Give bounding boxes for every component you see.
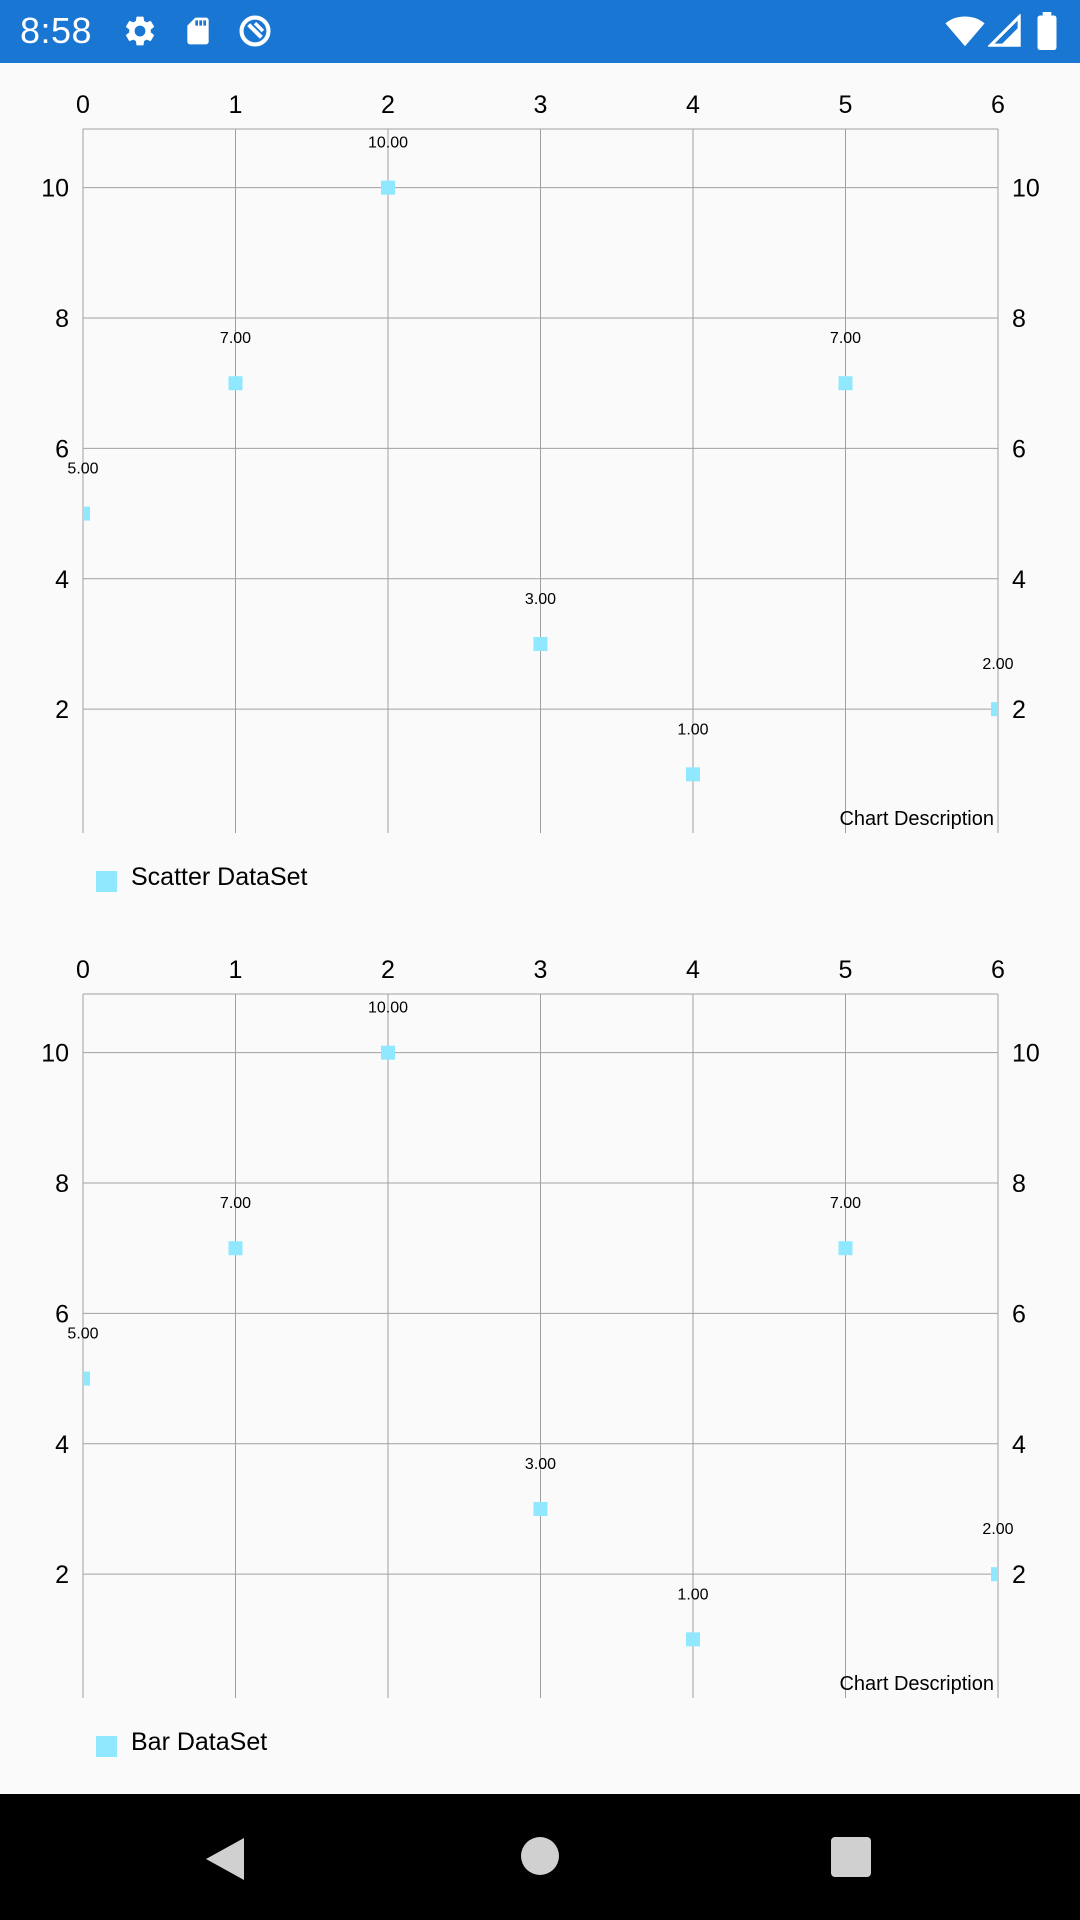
x-tick-label: 2 xyxy=(381,956,395,984)
x-tick-label: 6 xyxy=(991,956,1005,984)
y-tick-label-left: 8 xyxy=(55,1170,69,1198)
data-value-label: 7.00 xyxy=(830,330,861,347)
data-value-label: 3.00 xyxy=(525,591,556,608)
y-tick-label-left: 6 xyxy=(55,435,69,463)
back-button[interactable] xyxy=(200,1834,250,1884)
legend-swatch xyxy=(96,1736,117,1757)
scatter-chart-2: 0 1 2 3 4 5 6 2 2 4 4 6 6 8 8 10 10 5.00 7.00 10.00 3.00 1.00… xyxy=(0,928,1080,1788)
home-button[interactable] xyxy=(518,1834,562,1878)
legend-swatch xyxy=(96,871,117,892)
data-value-label: 7.00 xyxy=(220,1195,251,1212)
chart-plot-1[interactable]: 0 1 2 3 4 5 6 2 2 4 4 6 6 8 8 10 10 5.00 7.00 10.00 3.00 1.00… xyxy=(0,63,1080,853)
data-value-label: 2.00 xyxy=(982,656,1013,673)
data-point xyxy=(686,767,700,782)
y-tick-label-right: 2 xyxy=(1012,696,1026,724)
x-tick-label: 5 xyxy=(839,91,853,119)
legend-label: Bar DataSet xyxy=(131,1728,268,1756)
cellular-signal-icon xyxy=(988,14,1021,47)
data-value-label: 5.00 xyxy=(67,461,98,478)
data-point xyxy=(533,636,548,651)
battery-icon xyxy=(1037,12,1057,50)
y-tick-label-right: 8 xyxy=(1012,1170,1026,1198)
sync-icon xyxy=(239,15,271,47)
y-tick-label-left: 8 xyxy=(55,305,69,333)
data-point xyxy=(838,1241,853,1256)
chart-description: Chart Description xyxy=(839,1673,994,1695)
y-tick-label-left: 10 xyxy=(41,1040,69,1068)
y-tick-label-right: 6 xyxy=(1012,1300,1026,1328)
y-tick-label-right: 2 xyxy=(1012,1561,1026,1589)
y-tick-label-right: 10 xyxy=(1012,175,1040,203)
data-point xyxy=(83,1371,90,1386)
y-tick-label-right: 10 xyxy=(1012,1040,1040,1068)
x-tick-label: 5 xyxy=(839,956,853,984)
legend-label: Scatter DataSet xyxy=(131,863,308,891)
y-tick-label-left: 4 xyxy=(55,566,69,594)
x-tick-label: 2 xyxy=(381,91,395,119)
data-point xyxy=(228,1241,243,1256)
x-tick-label: 4 xyxy=(686,91,700,119)
data-value-label: 1.00 xyxy=(677,1586,708,1603)
data-point xyxy=(381,1045,395,1060)
data-value-label: 2.00 xyxy=(982,1521,1013,1538)
recents-button[interactable] xyxy=(830,1836,872,1878)
data-value-label: 5.00 xyxy=(67,1326,98,1343)
x-tick-label: 0 xyxy=(76,91,90,119)
y-tick-label-right: 8 xyxy=(1012,305,1026,333)
data-value-label: 1.00 xyxy=(677,721,708,738)
x-tick-label: 6 xyxy=(991,91,1005,119)
wifi-icon xyxy=(945,16,985,47)
x-tick-label: 0 xyxy=(76,956,90,984)
y-tick-label-left: 2 xyxy=(55,696,69,724)
data-value-label: 10.00 xyxy=(368,135,408,152)
navigation-bar xyxy=(0,1794,1080,1920)
status-time: 8:58 xyxy=(20,10,93,51)
data-value-label: 7.00 xyxy=(830,1195,861,1212)
x-tick-label: 3 xyxy=(534,956,548,984)
chart-description: Chart Description xyxy=(839,808,994,830)
y-tick-label-left: 10 xyxy=(41,175,69,203)
data-value-label: 3.00 xyxy=(525,1456,556,1473)
data-point xyxy=(991,1567,998,1582)
data-point xyxy=(381,180,395,195)
chart-plot-2[interactable]: 0 1 2 3 4 5 6 2 2 4 4 6 6 8 8 10 10 5.00 7.00 10.00 3.00 1.00… xyxy=(0,928,1080,1718)
settings-icon xyxy=(125,16,155,46)
data-point xyxy=(991,702,998,717)
data-point xyxy=(228,376,243,391)
data-value-label: 7.00 xyxy=(220,330,251,347)
data-point xyxy=(83,506,90,521)
y-tick-label-right: 4 xyxy=(1012,566,1026,594)
y-tick-label-right: 6 xyxy=(1012,435,1026,463)
y-tick-label-left: 4 xyxy=(55,1431,69,1459)
data-value-label: 10.00 xyxy=(368,1000,408,1017)
x-tick-label: 4 xyxy=(686,956,700,984)
data-point xyxy=(838,376,853,391)
status-bar: 8:58 xyxy=(0,0,1080,63)
data-point xyxy=(533,1501,548,1516)
scatter-chart-1: 0 1 2 3 4 5 6 2 2 4 4 6 6 8 8 10 10 5.00 7.00 10.00 3.00 1.00… xyxy=(0,63,1080,963)
x-tick-label: 1 xyxy=(229,91,243,119)
x-tick-label: 1 xyxy=(229,956,243,984)
sd-card-icon xyxy=(187,17,209,45)
data-point xyxy=(686,1632,700,1647)
y-tick-label-right: 4 xyxy=(1012,1431,1026,1459)
x-tick-label: 3 xyxy=(534,91,548,119)
y-tick-label-left: 2 xyxy=(55,1561,69,1589)
y-tick-label-left: 6 xyxy=(55,1300,69,1328)
